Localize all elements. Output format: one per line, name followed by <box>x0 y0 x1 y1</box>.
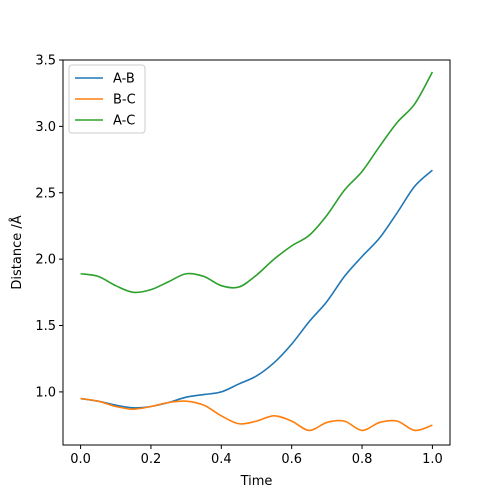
legend-label-b-c: B-C <box>113 93 136 108</box>
legend-label-a-c: A-C <box>113 114 135 129</box>
y-axis-label: Distance /Å <box>9 215 25 289</box>
series-line-b-c <box>80 397 433 432</box>
y-axis-ticks: 1.0 1.5 2.0 2.5 3.0 3.5 <box>35 54 63 400</box>
legend-label-a-b: A-B <box>113 72 135 87</box>
y-tick-label: 1.0 <box>35 385 56 400</box>
y-tick-label: 2.0 <box>35 253 56 268</box>
x-tick-label: 1.0 <box>422 452 443 467</box>
x-axis-ticks: 0.0 0.2 0.4 0.6 0.8 1.0 <box>70 445 443 467</box>
x-tick-label: 0.0 <box>70 452 91 467</box>
legend-box <box>68 64 146 134</box>
series-line-a-c <box>80 71 434 294</box>
x-tick-label: 0.6 <box>281 452 302 467</box>
legend-entries: A-B B-C A-C <box>75 72 136 129</box>
legend: A-B B-C A-C <box>68 64 146 134</box>
x-tick-label: 0.4 <box>211 452 232 467</box>
y-tick-label: 3.5 <box>35 54 56 69</box>
x-tick-label: 0.8 <box>352 452 373 467</box>
axes-frame <box>62 59 451 446</box>
series-layer <box>80 71 434 432</box>
y-tick-label: 1.5 <box>35 319 56 334</box>
y-tick-label: 3.0 <box>35 120 56 135</box>
y-tick-label: 2.5 <box>35 186 56 201</box>
x-axis-label: Time <box>240 474 273 489</box>
x-tick-label: 0.2 <box>141 452 162 467</box>
series-line-a-b <box>80 169 433 409</box>
